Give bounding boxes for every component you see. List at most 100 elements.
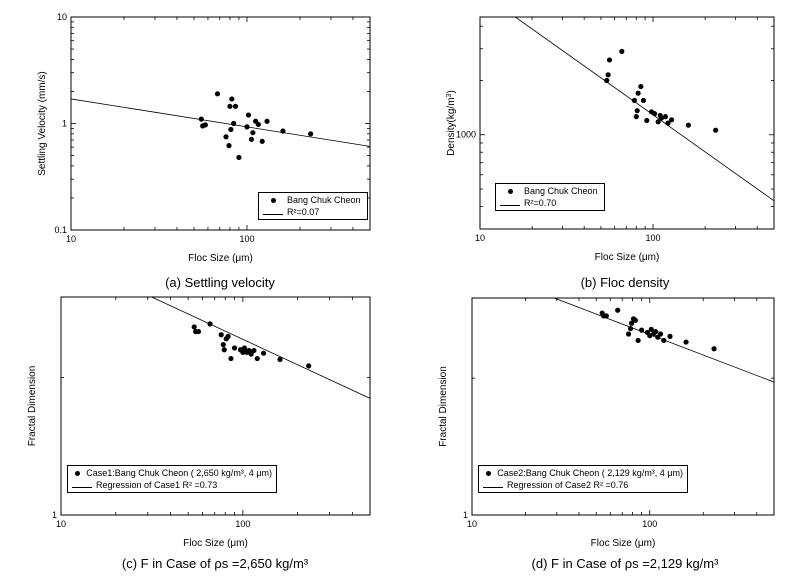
data-point <box>202 122 208 128</box>
data-point <box>251 347 257 354</box>
data-point <box>662 114 669 120</box>
y-tick-label: 0.1 <box>54 225 67 235</box>
data-point <box>627 325 634 332</box>
data-point <box>223 134 229 140</box>
legend-line-icon <box>483 487 503 488</box>
data-point <box>615 307 621 313</box>
data-point <box>277 356 283 363</box>
y-axis-label: Fractal Dimension <box>438 366 449 447</box>
x-tick-label: 10 <box>66 234 76 244</box>
x-tick-label: 10 <box>475 233 485 243</box>
data-point <box>226 143 232 149</box>
data-point <box>241 345 248 351</box>
y-tick-label: 10 <box>57 12 67 22</box>
regression-line <box>515 17 774 202</box>
x-tick-label: 100 <box>646 233 661 243</box>
data-point <box>259 138 265 144</box>
data-point <box>195 328 202 335</box>
legend-c: Case1:Bang Chuk Cheon ( 2,650 kg/m³, 4 μ… <box>67 465 277 493</box>
data-point <box>603 313 609 319</box>
x-axis-label: Floc Size (μm) <box>188 253 253 264</box>
legend-line-icon <box>263 214 283 215</box>
data-point <box>227 103 233 109</box>
y-tick-label: 1 <box>52 510 57 520</box>
data-point <box>218 332 224 338</box>
legend-fit-label: R²=0.70 <box>524 198 557 208</box>
data-point <box>619 48 625 54</box>
plot-frame <box>479 16 775 230</box>
regression-line <box>151 297 370 399</box>
data-point <box>221 347 227 353</box>
legend-marker-icon <box>485 471 491 476</box>
legend-fit-label: Regression of Case2 R² =0.76 <box>507 480 629 490</box>
data-point <box>713 127 719 133</box>
caption-a: (a) Settling velocity <box>165 275 275 290</box>
data-point <box>667 333 673 339</box>
data-point <box>657 331 664 337</box>
plot-frame <box>70 16 371 231</box>
data-point <box>605 72 611 78</box>
data-point <box>264 118 270 124</box>
data-point <box>631 97 637 104</box>
x-tick-label: 10 <box>56 519 66 529</box>
data-point <box>668 117 675 123</box>
x-tick-label: 10 <box>467 519 477 529</box>
data-point <box>236 154 242 161</box>
data-point <box>635 337 641 344</box>
data-point <box>644 117 650 124</box>
legend-series-label: Bang Chuk Cheon <box>287 195 361 205</box>
legend-line-icon <box>500 205 520 206</box>
x-axis-label: Floc Size (μm) <box>183 538 248 549</box>
y-tick-label: 1 <box>62 119 67 129</box>
x-axis-label: Floc Size (μm) <box>595 252 660 263</box>
data-point <box>191 324 197 330</box>
data-point <box>220 342 226 348</box>
x-tick-label: 100 <box>239 234 254 244</box>
data-point <box>248 351 254 357</box>
legend-fit-label: R²=0.07 <box>287 207 320 217</box>
data-point <box>240 349 246 355</box>
legend-series-label: Bang Chuk Cheon <box>524 186 598 196</box>
chart-panel-c: 10 100 1 Floc Size (μm) Fractal Dimension <box>27 296 371 549</box>
data-point <box>638 83 644 90</box>
y-tick-label: 1 <box>463 510 468 520</box>
data-point <box>250 130 256 136</box>
data-point <box>635 90 641 96</box>
y-axis-label: Settling Velocity (mm/s) <box>37 71 48 175</box>
data-point <box>628 320 635 326</box>
data-point <box>634 108 640 114</box>
y-axis-label: Density(kg/m3) <box>446 90 458 156</box>
plot-frame <box>60 296 371 516</box>
data-point <box>245 112 252 118</box>
plot-frame <box>471 297 775 516</box>
legend-marker-icon <box>507 189 513 194</box>
data-point <box>228 355 234 362</box>
chart-panel-a: 10 100 0.1 1 10 Floc Size (μm) Settling Veloci… <box>37 12 371 264</box>
caption-b: (b) Floc density <box>580 275 670 290</box>
data-point <box>651 111 658 117</box>
data-point <box>214 91 221 97</box>
data-point <box>655 119 661 125</box>
data-point <box>244 124 250 130</box>
x-axis-label: Floc Size (μm) <box>591 538 656 549</box>
data-point <box>632 317 638 323</box>
legend-fit-label: Regression of Case1 R² =0.73 <box>96 480 218 490</box>
data-point <box>625 331 632 337</box>
regression-line <box>71 98 370 147</box>
data-point <box>640 97 647 104</box>
legend-marker-icon <box>270 198 276 203</box>
caption-d: (d) F in Case of ρs =2,129 kg/m³ <box>531 556 719 571</box>
data-point <box>207 321 213 327</box>
caption-c: (c) F in Case of ρs =2,650 kg/m³ <box>121 556 309 571</box>
data-point <box>198 116 204 122</box>
data-point <box>639 327 645 333</box>
data-point <box>225 333 231 339</box>
legend-series-label: Case1:Bang Chuk Cheon ( 2,650 kg/m³, 4 μ… <box>86 468 272 478</box>
data-point <box>683 339 689 345</box>
legend-d: Case2:Bang Chuk Cheon ( 2,129 kg/m³, 4 μ… <box>478 465 688 493</box>
data-point <box>232 103 239 109</box>
data-point <box>606 57 613 63</box>
legend-series-label: Case2:Bang Chuk Cheon ( 2,129 kg/m³, 4 μ… <box>497 468 683 478</box>
data-point <box>665 120 671 126</box>
